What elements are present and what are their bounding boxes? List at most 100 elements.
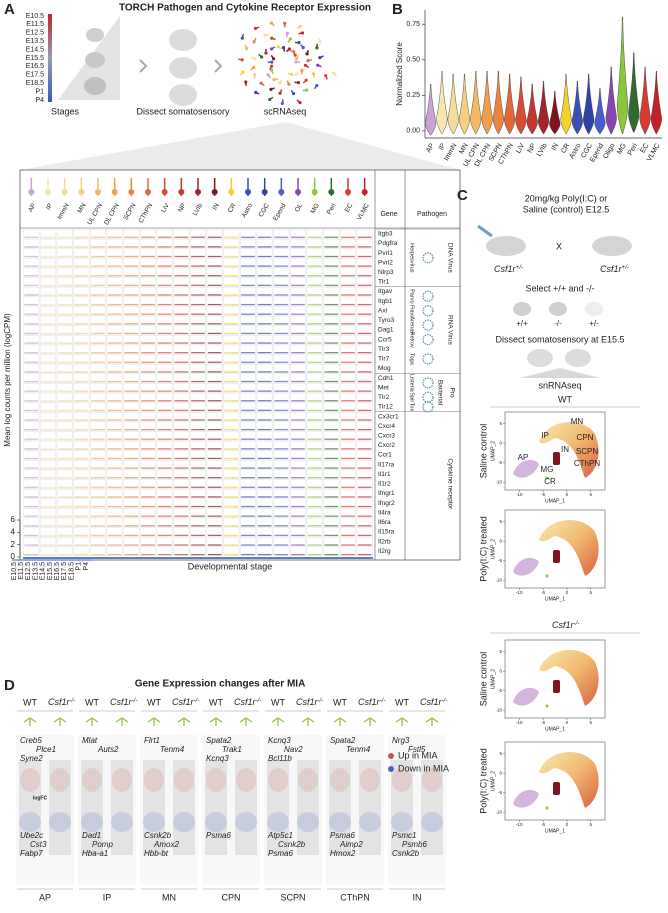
expression-baseline [341,515,355,517]
expression-cell [223,296,240,306]
expression-cell [356,248,373,258]
expression-baseline [241,428,255,431]
scrnaseq-label: scRNAseq [264,106,307,116]
down-gene-label: Aimp2 [339,840,363,849]
expression-cell [239,440,257,450]
expression-baseline [324,534,339,536]
genotype-label-sup: -/- [132,697,138,704]
expression-cell [239,546,257,556]
cluster-label: CR [544,477,556,486]
expression-cell [56,450,73,460]
expression-baseline [324,246,339,248]
cell-type-icon [345,189,351,195]
expression-cell [256,277,273,287]
x-tick-label: -10 [516,720,523,725]
cell-type-label: EC [344,202,355,214]
cluster-label: IP [541,431,549,440]
microglia-icon [53,717,67,726]
expression-baseline [224,246,239,248]
expression-cell [106,537,123,547]
expression-baseline [291,323,305,325]
expression-cell [289,335,307,345]
pathogen-label: Arenav [409,316,415,334]
expression-baseline [191,361,205,363]
expression-cell [73,335,90,345]
expression-cell [356,450,373,460]
pathogen-class: Pro [448,387,455,398]
pup [513,302,531,316]
expression-baseline [41,534,55,536]
expression-cell [139,469,157,479]
expression-baseline [57,534,72,536]
expression-baseline [74,265,89,267]
expression-baseline [291,284,305,286]
expression-baseline [91,361,105,363]
expression-baseline [324,275,339,277]
expression-baseline [174,486,189,488]
expression-cell [206,421,223,431]
expression-cell [73,537,90,547]
y-tick-label: -10 [495,809,502,814]
y-tick-label: 0.50 [406,57,420,64]
expression-baseline [141,380,155,383]
expression-cell [256,306,273,316]
expression-baseline [124,515,139,517]
syringe [477,224,493,238]
expression-baseline [341,448,355,450]
expression-baseline [191,428,205,431]
umap-cluster [545,476,549,480]
expression-baseline [124,428,139,431]
x-tick-label: -5 [541,720,545,725]
pathogen-label: Tox [409,403,415,412]
expression-cell [289,306,307,316]
expression-baseline [357,428,372,431]
expression-baseline [174,313,189,315]
expression-cell [39,258,57,268]
dissect-text: Dissect somatosensory at E15.5 [495,334,624,344]
expression-cell [256,421,273,431]
expression-baseline [307,505,322,508]
expression-cell [23,460,40,470]
expression-cell [73,546,90,556]
expression-baseline [107,448,122,450]
expression-baseline [191,400,205,402]
expression-cell [106,402,123,412]
expression-cell [323,517,340,527]
expression-cell [339,440,357,450]
expression-cell [23,431,40,441]
dissect-label: Dissect somatosensory [136,106,230,116]
legend-label: Up in MIA [398,750,438,760]
expression-baseline [241,467,255,469]
expression-cell [173,306,190,316]
expression-cell [256,488,273,499]
expression-baseline [91,428,105,431]
gene-label: Il1r1 [378,471,391,478]
expression-cell [206,344,223,354]
expression-cell [173,315,190,325]
expression-baseline [91,438,105,440]
expression-baseline [241,303,255,306]
violin [526,83,538,134]
stage-label: P4 [35,97,44,104]
expression-cell [206,517,223,527]
expression-cell [189,315,207,325]
expression-baseline [224,400,239,402]
expression-baseline [357,467,372,469]
expression-cell [323,469,340,479]
y-axis-label: Mean log counts per million (logCPM) [3,313,12,447]
genotype-label: WT [271,697,285,707]
expression-cell [289,537,307,547]
expression-baseline [191,371,205,373]
expression-baseline [241,352,255,354]
up-gene-label: Tenm4 [160,745,185,754]
expression-baseline [91,419,105,421]
expression-cell [223,517,240,527]
gene-label: Ccr5 [378,336,392,343]
microglia-icon [115,717,129,726]
expression-cell [323,421,340,431]
expression-baseline [57,419,72,421]
fan [20,122,460,170]
expression-baseline [74,246,89,248]
expression-baseline [74,236,89,238]
expression-cell [339,537,357,547]
